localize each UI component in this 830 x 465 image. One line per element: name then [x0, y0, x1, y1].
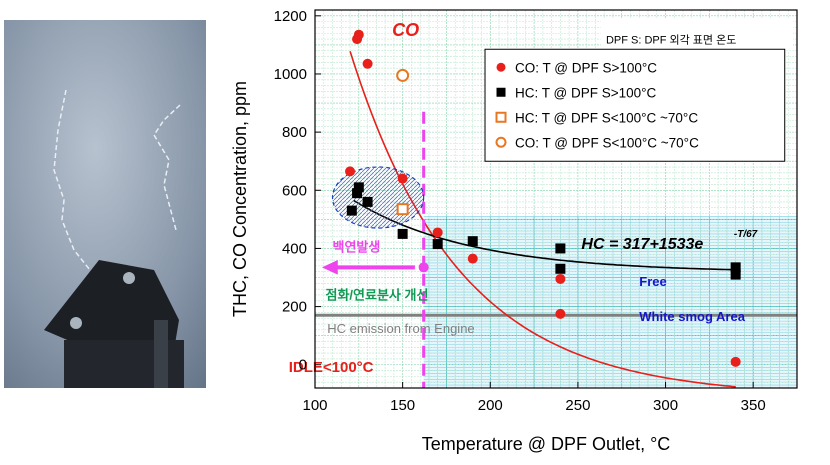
co-curve-label: CO [392, 20, 419, 40]
co-low-temp-point [396, 68, 410, 82]
smog-outline-left [53, 89, 95, 276]
y-tick-label: 1000 [274, 66, 307, 83]
hc-point [397, 228, 408, 239]
legend-marker-co-low [495, 136, 507, 148]
hc-fit-equation: HC = 317+1533e [581, 236, 703, 253]
free-zone-label-2: White smog Area [639, 309, 745, 324]
legend-entry: HC: T @ DPF S<100°C ~70°C [515, 110, 698, 125]
hc-fit-exponent: -T/67 [734, 229, 758, 240]
y-tick-label: 200 [282, 299, 307, 316]
hc-point [352, 188, 363, 199]
x-axis-label: Temperature @ DPF Outlet, °C [422, 434, 671, 454]
y-tick-label: 800 [282, 124, 307, 141]
legend-entry: CO: T @ DPF S>100°C [515, 60, 657, 75]
hc-point [362, 196, 373, 207]
x-tick-label: 250 [565, 397, 590, 414]
smog-outline-right [153, 104, 181, 231]
co-point [397, 173, 408, 184]
white-smog-ellipse [331, 166, 425, 229]
x-tick-label: 300 [653, 397, 678, 414]
hc-point [467, 236, 478, 247]
legend-marker-co [496, 62, 506, 72]
plot-frame [314, 9, 798, 389]
white-smog-photo [4, 20, 206, 388]
improvement-arrow-head [322, 260, 338, 275]
improvement-label: 점화/연료분사 개선 [326, 287, 429, 302]
legend-box [484, 48, 786, 162]
hc-point [730, 262, 741, 273]
exhaust-flange [44, 260, 179, 360]
dpf-note: DPF S: DPF 외각 표면 온도 [606, 33, 736, 46]
x-tick-label: 350 [741, 397, 766, 414]
co-point [432, 227, 443, 238]
note-box [600, 18, 793, 51]
legend-entry: CO: T @ DPF S<100°C ~70°C [515, 135, 699, 150]
hc-point [346, 205, 357, 216]
y-tick-label: 1200 [274, 8, 307, 25]
y-tick-label: 400 [282, 240, 307, 257]
threshold-marker [418, 262, 429, 273]
hc-point [555, 263, 566, 274]
y-tick-label: 0 [299, 357, 307, 374]
exhaust-pipe-edge [154, 320, 168, 388]
idle-label: IDLE<100°C [289, 359, 374, 376]
x-tick-label: 150 [390, 397, 415, 414]
bolt-hole [123, 272, 135, 284]
hc-point [555, 243, 566, 254]
co-point [730, 356, 741, 367]
co-point [362, 58, 373, 69]
co-point [555, 308, 566, 319]
legend-marker-hc [496, 87, 506, 97]
y-axis-label: THC, CO Concentration, ppm [230, 81, 250, 317]
hc-point [432, 239, 443, 250]
co-point [467, 253, 478, 264]
co-point [353, 29, 364, 40]
photo-svg [4, 20, 206, 388]
legend-marker-hc-low [495, 111, 507, 123]
hc-engine-label: HC emission from Engine [327, 321, 474, 336]
x-tick-label: 100 [302, 397, 327, 414]
hc-point [730, 269, 741, 280]
hc-fit-curve [353, 199, 736, 271]
bolt-hole [70, 317, 82, 329]
co-point [345, 166, 356, 177]
co-point [555, 273, 566, 284]
white-smog-label: 백연발생 [333, 239, 381, 254]
free-zone-label: Free [639, 274, 666, 289]
hc-low-temp-point [396, 203, 409, 216]
x-tick-label: 200 [478, 397, 503, 414]
hc-point [353, 182, 364, 193]
legend-entry: HC: T @ DPF S>100°C [515, 85, 657, 100]
y-tick-label: 600 [282, 182, 307, 199]
